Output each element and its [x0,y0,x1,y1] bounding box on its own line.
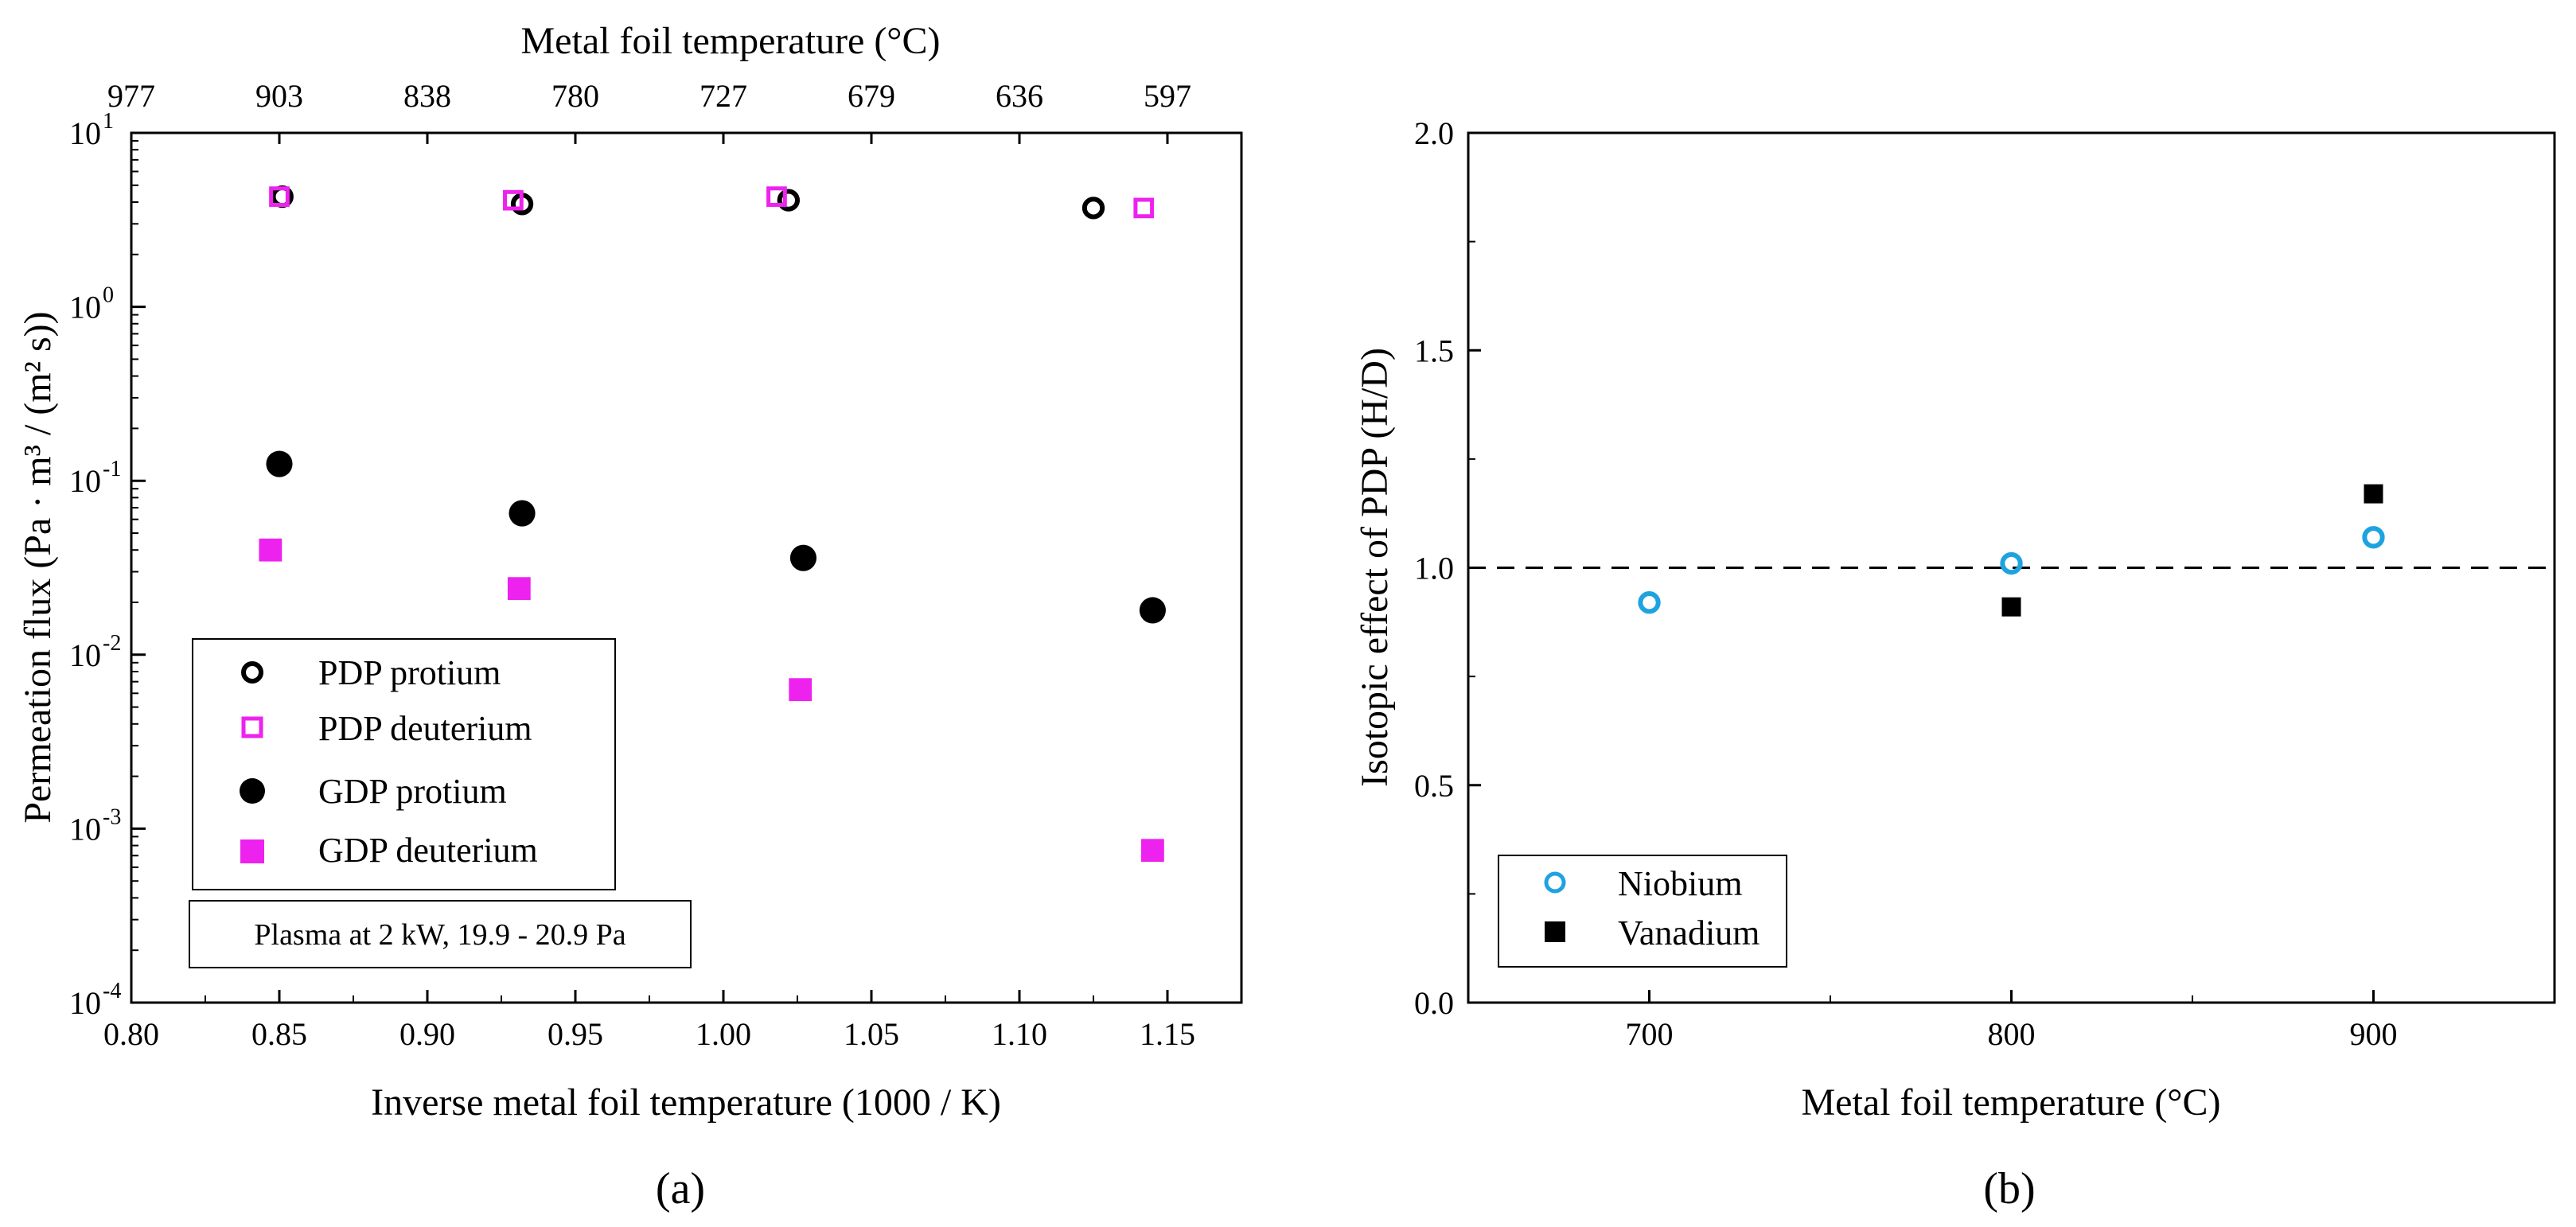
plot-a-frame [130,131,1243,1004]
a-point-gdp-protium-1 [509,500,536,527]
a-point-pdp-deuterium-1 [503,189,524,211]
a-legend-label-pdp-protium: PDP protium [318,653,501,692]
a-x-tick-label: 1.15 [1140,1016,1195,1052]
b-legend-marker-vanadium [1545,921,1565,942]
a-x-ticks: 0.80 0.85 0.90 0.95 1.00 1.05 1.10 1.15 [103,990,1195,1052]
a-legend-marker-gdp-protium [240,778,265,804]
a-legend-label-gdp-deuterium: GDP deuterium [318,831,538,870]
b-y-tick-label: 1.5 [1414,333,1454,368]
a-annotation: Plasma at 2 kW, 19.9 - 20.9 Pa [189,900,692,968]
b-data-points [1638,484,2385,617]
b-point-vanadium-1 [2364,484,2383,504]
a-point-gdp-deuterium-2 [789,678,813,702]
a-x-tick-label: 1.10 [992,1016,1047,1052]
a-point-gdp-deuterium-0 [259,538,283,562]
a-y-tick-exponent: -2 [103,631,121,656]
a-legend-marker-gdp-deuterium [240,839,264,863]
a-point-gdp-deuterium-3 [1141,839,1164,863]
a-top-tick-label: 977 [107,78,155,114]
a-top-tick-label: 903 [255,78,303,114]
b-x-axis-label: Metal foil temperature (°C) [1802,1081,2221,1124]
b-legend-marker-niobium [1544,871,1566,894]
a-x-tick-label: 0.95 [548,1016,603,1052]
a-point-pdp-deuterium-3 [1133,197,1155,219]
a-x-tick-label: 0.90 [399,1016,455,1052]
a-y-tick-label: 10 [69,290,101,325]
a-y-tick-exponent: 1 [103,109,114,134]
a-y-axis-label: Permeation flux (Pa · m³ / (m² s)) [17,311,59,823]
b-y-axis-label: Isotopic effect of PDP (H/D) [1354,348,1396,787]
a-point-pdp-protium-2 [777,189,801,212]
panel-label-b: (b) [1983,1164,2035,1213]
a-point-pdp-protium-3 [1081,197,1105,220]
b-x-tick-label: 800 [1988,1016,2036,1052]
a-y-tick-exponent: -4 [103,979,121,1003]
a-legend-marker-pdp-deuterium [241,716,263,738]
a-point-pdp-deuterium-0 [269,186,290,207]
b-point-vanadium-0 [2001,597,2021,617]
b-point-niobium-2 [2362,526,2385,549]
a-top-axis-label: Metal foil temperature (°C) [521,20,941,62]
a-legend-marker-pdp-protium [241,661,263,684]
a-point-gdp-protium-2 [789,544,816,571]
a-y-tick-exponent: 0 [103,283,114,308]
a-y-tick-label: 10 [69,115,101,151]
a-point-gdp-deuterium-1 [507,577,531,601]
b-y-tick-label: 0.0 [1414,985,1454,1021]
a-top-tick-label: 679 [848,78,895,114]
a-top-tick-label: 636 [996,78,1043,114]
a-top-tick-label: 727 [700,78,747,114]
a-legend-label-pdp-deuterium: PDP deuterium [318,709,532,748]
b-x-tick-label: 900 [2350,1016,2398,1052]
b-point-niobium-1 [2000,551,2023,575]
a-y-tick-label: 10 [69,463,101,499]
a-top-tick-label: 780 [551,78,599,114]
b-legend: Niobium Vanadium [1498,855,1787,968]
a-legend-label-gdp-protium: GDP protium [318,772,507,811]
a-top-tick-label: 597 [1144,78,1191,114]
a-point-gdp-protium-0 [266,450,293,477]
a-point-pdp-deuterium-2 [766,186,787,207]
a-y-tick-label: 10 [69,811,101,847]
b-x-tick-label: 700 [1626,1016,1674,1052]
a-data-points [259,185,1166,863]
a-x-tick-label: 0.85 [251,1016,307,1052]
b-x-ticks: 700 800 900 [1626,990,2398,1052]
b-legend-frame [1498,855,1787,968]
a-x-tick-label: 0.80 [103,1016,159,1052]
b-y-tick-label: 0.5 [1414,768,1454,804]
b-legend-label-vanadium: Vanadium [1618,913,1760,952]
a-top-ticks: 977 903 838 780 727 679 636 597 [107,78,1191,144]
panel-label-a: (a) [656,1164,705,1213]
a-point-gdp-protium-3 [1139,597,1166,624]
b-y-tick-label: 1.0 [1414,551,1454,586]
b-legend-label-niobium: Niobium [1618,864,1742,903]
b-point-niobium-0 [1638,591,1661,614]
a-y-tick-label: 10 [69,985,101,1021]
panel-b: 700 800 900 0.0 0.5 1.0 1.5 2.0 Metal foil tem… [1354,115,2556,1213]
a-legend: PDP protium PDP deuterium GDP protium GD… [192,638,616,890]
a-top-tick-label: 838 [403,78,451,114]
a-x-axis-label: Inverse metal foil temperature (1000 / K… [371,1081,1001,1124]
b-y-tick-label: 2.0 [1414,115,1454,151]
a-y-tick-label: 10 [69,637,101,673]
a-y-tick-exponent: -3 [103,804,121,829]
a-x-tick-label: 1.05 [844,1016,899,1052]
a-y-tick-exponent: -1 [103,457,121,481]
a-annotation-frame [189,900,692,968]
b-y-ticks: 0.0 0.5 1.0 1.5 2.0 [1414,115,1481,1021]
panel-a: 0.80 0.85 0.90 0.95 1.00 1.05 1.10 1.15 977 903 8… [17,20,1243,1213]
a-x-tick-label: 1.00 [696,1016,751,1052]
a-annotation-text: Plasma at 2 kW, 19.9 - 20.9 Pa [254,918,625,952]
